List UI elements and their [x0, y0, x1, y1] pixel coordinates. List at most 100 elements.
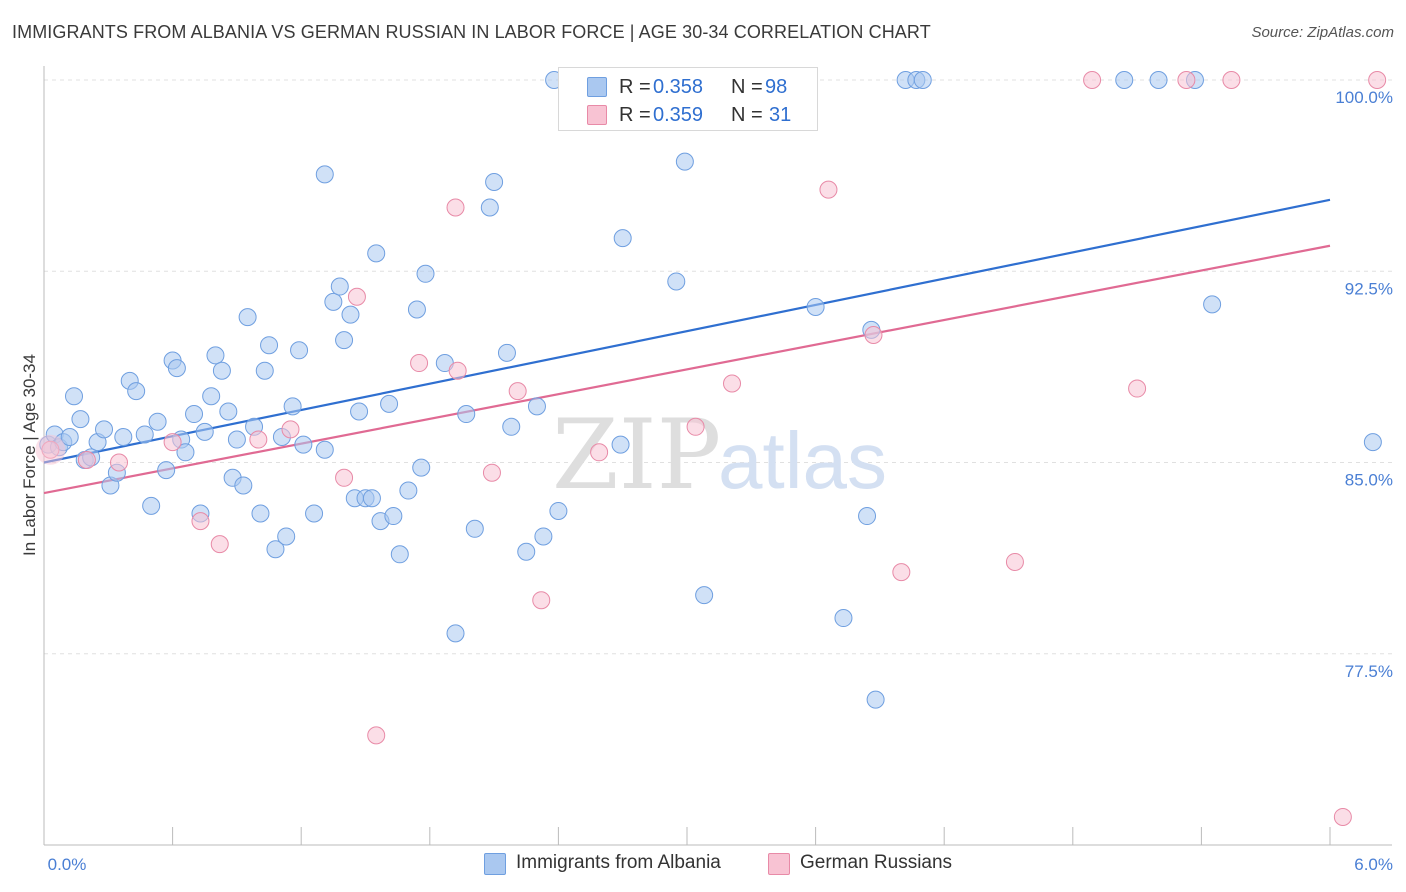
albania-point — [858, 507, 877, 526]
albania-point — [65, 387, 84, 406]
albania-point — [416, 264, 435, 283]
albania-point — [255, 361, 274, 380]
albania-point — [465, 519, 484, 538]
albania-point — [142, 496, 161, 515]
albania-point — [176, 443, 195, 462]
y-axis-label: In Labor Force | Age 30-34 — [20, 354, 39, 556]
german-russian-point — [367, 726, 386, 745]
albania-point — [675, 152, 694, 171]
albania-point — [315, 440, 334, 459]
chart-source: Source: ZipAtlas.com — [1251, 24, 1394, 41]
german-russian-point — [819, 180, 838, 199]
bottom-legend-albania: Immigrants from Albania — [484, 850, 744, 878]
german-russian-point — [532, 591, 551, 610]
german-russian-point — [590, 443, 609, 462]
german-russian-point — [686, 417, 705, 436]
albania-point — [212, 361, 231, 380]
albania-point — [266, 540, 285, 559]
albania-point — [1203, 295, 1222, 314]
albania-point — [695, 586, 714, 605]
albania-point — [1363, 433, 1382, 452]
albania-point — [350, 402, 369, 421]
watermark-zip: ZIP — [552, 399, 721, 511]
legend-n-label: N = — [731, 103, 763, 126]
chart-title: IMMIGRANTS FROM ALBANIA VS GERMAN RUSSIA… — [12, 22, 931, 42]
german-russian-point — [482, 463, 501, 482]
albania-point — [335, 331, 354, 350]
bottom-legend-label-german-russians: German Russians — [800, 852, 953, 873]
german-russian-point — [723, 374, 742, 393]
albania-point — [1149, 71, 1168, 89]
y-tick-label: 92.5% — [1345, 279, 1393, 298]
albania-point — [834, 609, 853, 628]
tick-labels: 77.5% 85.0% 92.5% 100.0% 0.0% 6.0% — [48, 88, 1393, 874]
albania-trend-line — [43, 198, 1331, 464]
albania-point — [611, 435, 630, 454]
albania-point — [290, 341, 309, 360]
legend-r-value: 0.359 — [653, 103, 704, 126]
legend-r-label: R = — [619, 103, 651, 126]
german-russian-point — [508, 382, 527, 401]
albania-point — [399, 481, 418, 500]
german-russian-point — [1222, 71, 1241, 89]
albania-point — [367, 244, 386, 263]
albania-point — [95, 420, 114, 439]
albania-point — [502, 417, 521, 436]
watermark-atlas: atlas — [718, 416, 887, 505]
x-tick-label: 6.0% — [1354, 855, 1393, 874]
german-russian-point — [77, 450, 96, 469]
german-russian-trend-line — [43, 244, 1331, 495]
albania-point — [446, 624, 465, 643]
albania-point — [362, 489, 381, 508]
albania-point — [549, 501, 568, 520]
german-russian-point — [335, 468, 354, 487]
german-russian-point — [892, 563, 911, 582]
german-russian-point — [446, 198, 465, 217]
german-russian-point — [1177, 71, 1196, 89]
bottom-legend-swatch-albania — [484, 853, 506, 875]
legend-n-value: 98 — [765, 75, 788, 98]
y-tick-label: 77.5% — [1345, 662, 1393, 681]
albania-point — [527, 397, 546, 416]
albania-point — [324, 292, 343, 311]
legend-r-label: R = — [619, 75, 651, 98]
german-russian-point — [864, 326, 883, 344]
albania-point — [71, 410, 90, 429]
albania-point — [341, 305, 360, 324]
albania-point — [412, 458, 431, 477]
german-russian-point — [1128, 379, 1147, 398]
albania-point — [238, 308, 257, 327]
data-points — [35, 71, 1387, 826]
german-russian-point — [249, 430, 268, 449]
albania-point — [127, 382, 146, 401]
albania-point — [517, 542, 536, 561]
albania-point — [294, 435, 313, 454]
albania-point — [283, 397, 302, 416]
albania-point — [114, 428, 133, 446]
albania-point — [227, 430, 246, 449]
german-russian-point — [210, 535, 229, 554]
trend-lines — [43, 198, 1331, 495]
legend-swatch-albania — [587, 77, 607, 97]
albania-point — [219, 402, 238, 421]
y-tick-label: 100.0% — [1335, 88, 1393, 107]
german-russian-point — [110, 453, 129, 472]
german-russian-point — [1083, 71, 1102, 89]
albania-point — [913, 71, 932, 89]
german-russian-point — [35, 434, 66, 465]
albania-point — [206, 346, 225, 365]
albania-point — [613, 229, 632, 248]
stats-legend: R = 0.358 N = 98 R = 0.359 N = 31 — [558, 67, 818, 131]
german-russian-point — [410, 354, 429, 373]
albania-point — [260, 336, 279, 355]
german-russian-point — [163, 433, 182, 452]
albania-point — [148, 412, 167, 431]
grid-lines — [44, 79, 1392, 655]
albania-point — [135, 425, 154, 444]
albania-point — [234, 476, 253, 495]
german-russian-point — [281, 420, 300, 439]
albania-point — [497, 343, 516, 362]
x-tick-label: 0.0% — [48, 855, 87, 874]
albania-point — [157, 461, 176, 480]
albania-point — [167, 359, 186, 378]
